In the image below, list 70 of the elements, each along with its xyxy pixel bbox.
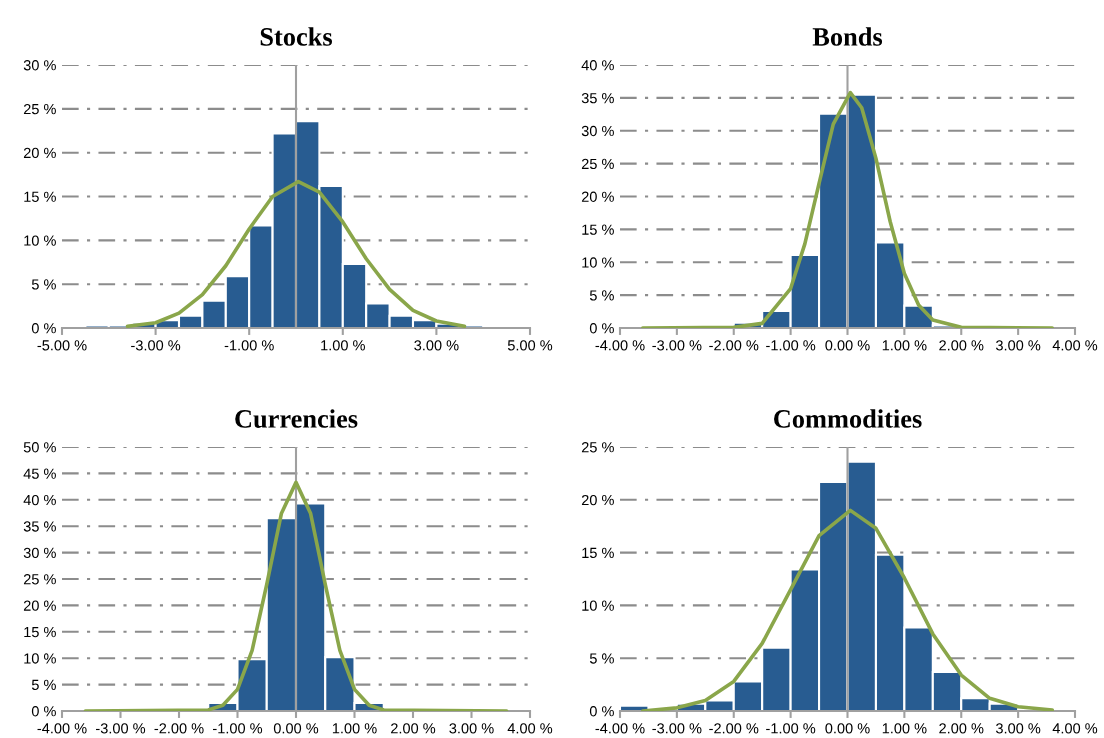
x-tick-label: -2.00 %: [709, 340, 759, 351]
x-tick-label: -1.00 %: [766, 340, 816, 351]
y-tick-label: 15 %: [582, 224, 614, 235]
y-tick-label: 10 %: [24, 653, 56, 664]
y-tick-label: 5 %: [31, 679, 56, 691]
x-tick-label: -3.00 %: [96, 723, 146, 734]
x-tick-label: -4.00 %: [595, 723, 645, 734]
y-tick-label: 5 %: [589, 653, 614, 664]
x-tick-label: 4.00 %: [507, 723, 553, 734]
x-tick-label: 1.00 %: [882, 723, 927, 734]
x-tick-label: -4.00 %: [595, 340, 645, 351]
x-tick-label: 2.00 %: [391, 723, 436, 734]
x-tick-label: -3.00 %: [652, 723, 702, 734]
y-tick-label: 0 %: [589, 323, 614, 334]
x-tick-label: 2.00 %: [939, 723, 984, 734]
x-tick-label: -1.00 %: [766, 723, 816, 734]
x-tick-label: -2.00 %: [154, 723, 204, 734]
y-tick-label: 10 %: [582, 600, 614, 611]
y-tick-label: 25 %: [581, 158, 614, 170]
x-tick-label: 3.00 %: [414, 340, 459, 351]
y-tick-label: 25 %: [581, 442, 614, 453]
y-tick-label: 15 %: [582, 547, 614, 559]
y-tick-label: 25 %: [23, 103, 56, 115]
y-tick-label: 15 %: [24, 191, 56, 202]
x-tick-label: 1.00 %: [882, 340, 927, 351]
chart-title: Commodities: [774, 409, 922, 428]
y-tick-label: 20 %: [581, 191, 614, 202]
chart-title: Bonds: [812, 27, 883, 46]
chart-title: Currencies: [235, 409, 358, 428]
x-tick-label: 4.00 %: [1052, 340, 1098, 351]
x-tick-label: 0.00 %: [825, 340, 870, 351]
y-tick-label: 20 %: [23, 147, 56, 159]
y-tick-label: 5 %: [31, 279, 56, 290]
y-tick-label: 0 %: [31, 706, 56, 717]
y-tick-label: 50 %: [23, 442, 56, 453]
y-tick-label: 20 %: [581, 494, 614, 506]
x-tick-label: 0.00 %: [825, 723, 870, 734]
y-tick-label: 0 %: [589, 706, 614, 717]
y-tick-label: 15 %: [24, 626, 56, 638]
x-tick-label: 3.00 %: [449, 723, 494, 734]
y-tick-label: 40 %: [581, 60, 614, 71]
y-tick-label: 0 %: [31, 323, 56, 334]
x-tick-label: -3.00 %: [652, 340, 702, 351]
x-tick-label: 1.00 %: [332, 723, 377, 734]
y-tick-label: 10 %: [24, 235, 56, 246]
x-tick-label: 0.00 %: [273, 723, 319, 734]
x-tick-label: 1.00 %: [321, 340, 365, 351]
x-tick-label: 4.00 %: [1052, 723, 1098, 734]
x-tick-label: 2.00 %: [939, 340, 984, 351]
y-tick-label: 5 %: [589, 290, 614, 301]
x-tick-label: -1.00 %: [213, 723, 263, 734]
y-tick-label: 35 %: [581, 92, 614, 104]
x-tick-label: -5.00 %: [37, 340, 87, 351]
x-tick-label: 3.00 %: [995, 340, 1041, 351]
y-tick-label: 30 %: [23, 60, 56, 71]
x-tick-label: -3.00 %: [131, 340, 181, 351]
x-tick-label: -2.00 %: [709, 723, 759, 734]
y-tick-label: 35 %: [23, 521, 56, 532]
x-tick-label: 3.00 %: [995, 723, 1041, 734]
y-tick-label: 20 %: [23, 600, 56, 611]
y-tick-label: 25 %: [23, 574, 56, 585]
chart-title: Stocks: [260, 27, 333, 46]
y-tick-label: 40 %: [23, 494, 56, 506]
y-tick-label: 30 %: [23, 547, 56, 559]
y-tick-label: 10 %: [582, 257, 614, 268]
x-tick-label: -1.00 %: [224, 340, 274, 351]
y-tick-label: 30 %: [581, 125, 614, 137]
x-tick-label: -4.00 %: [37, 723, 87, 734]
x-tick-label: 5.00 %: [507, 340, 553, 351]
y-tick-label: 45 %: [23, 468, 56, 479]
